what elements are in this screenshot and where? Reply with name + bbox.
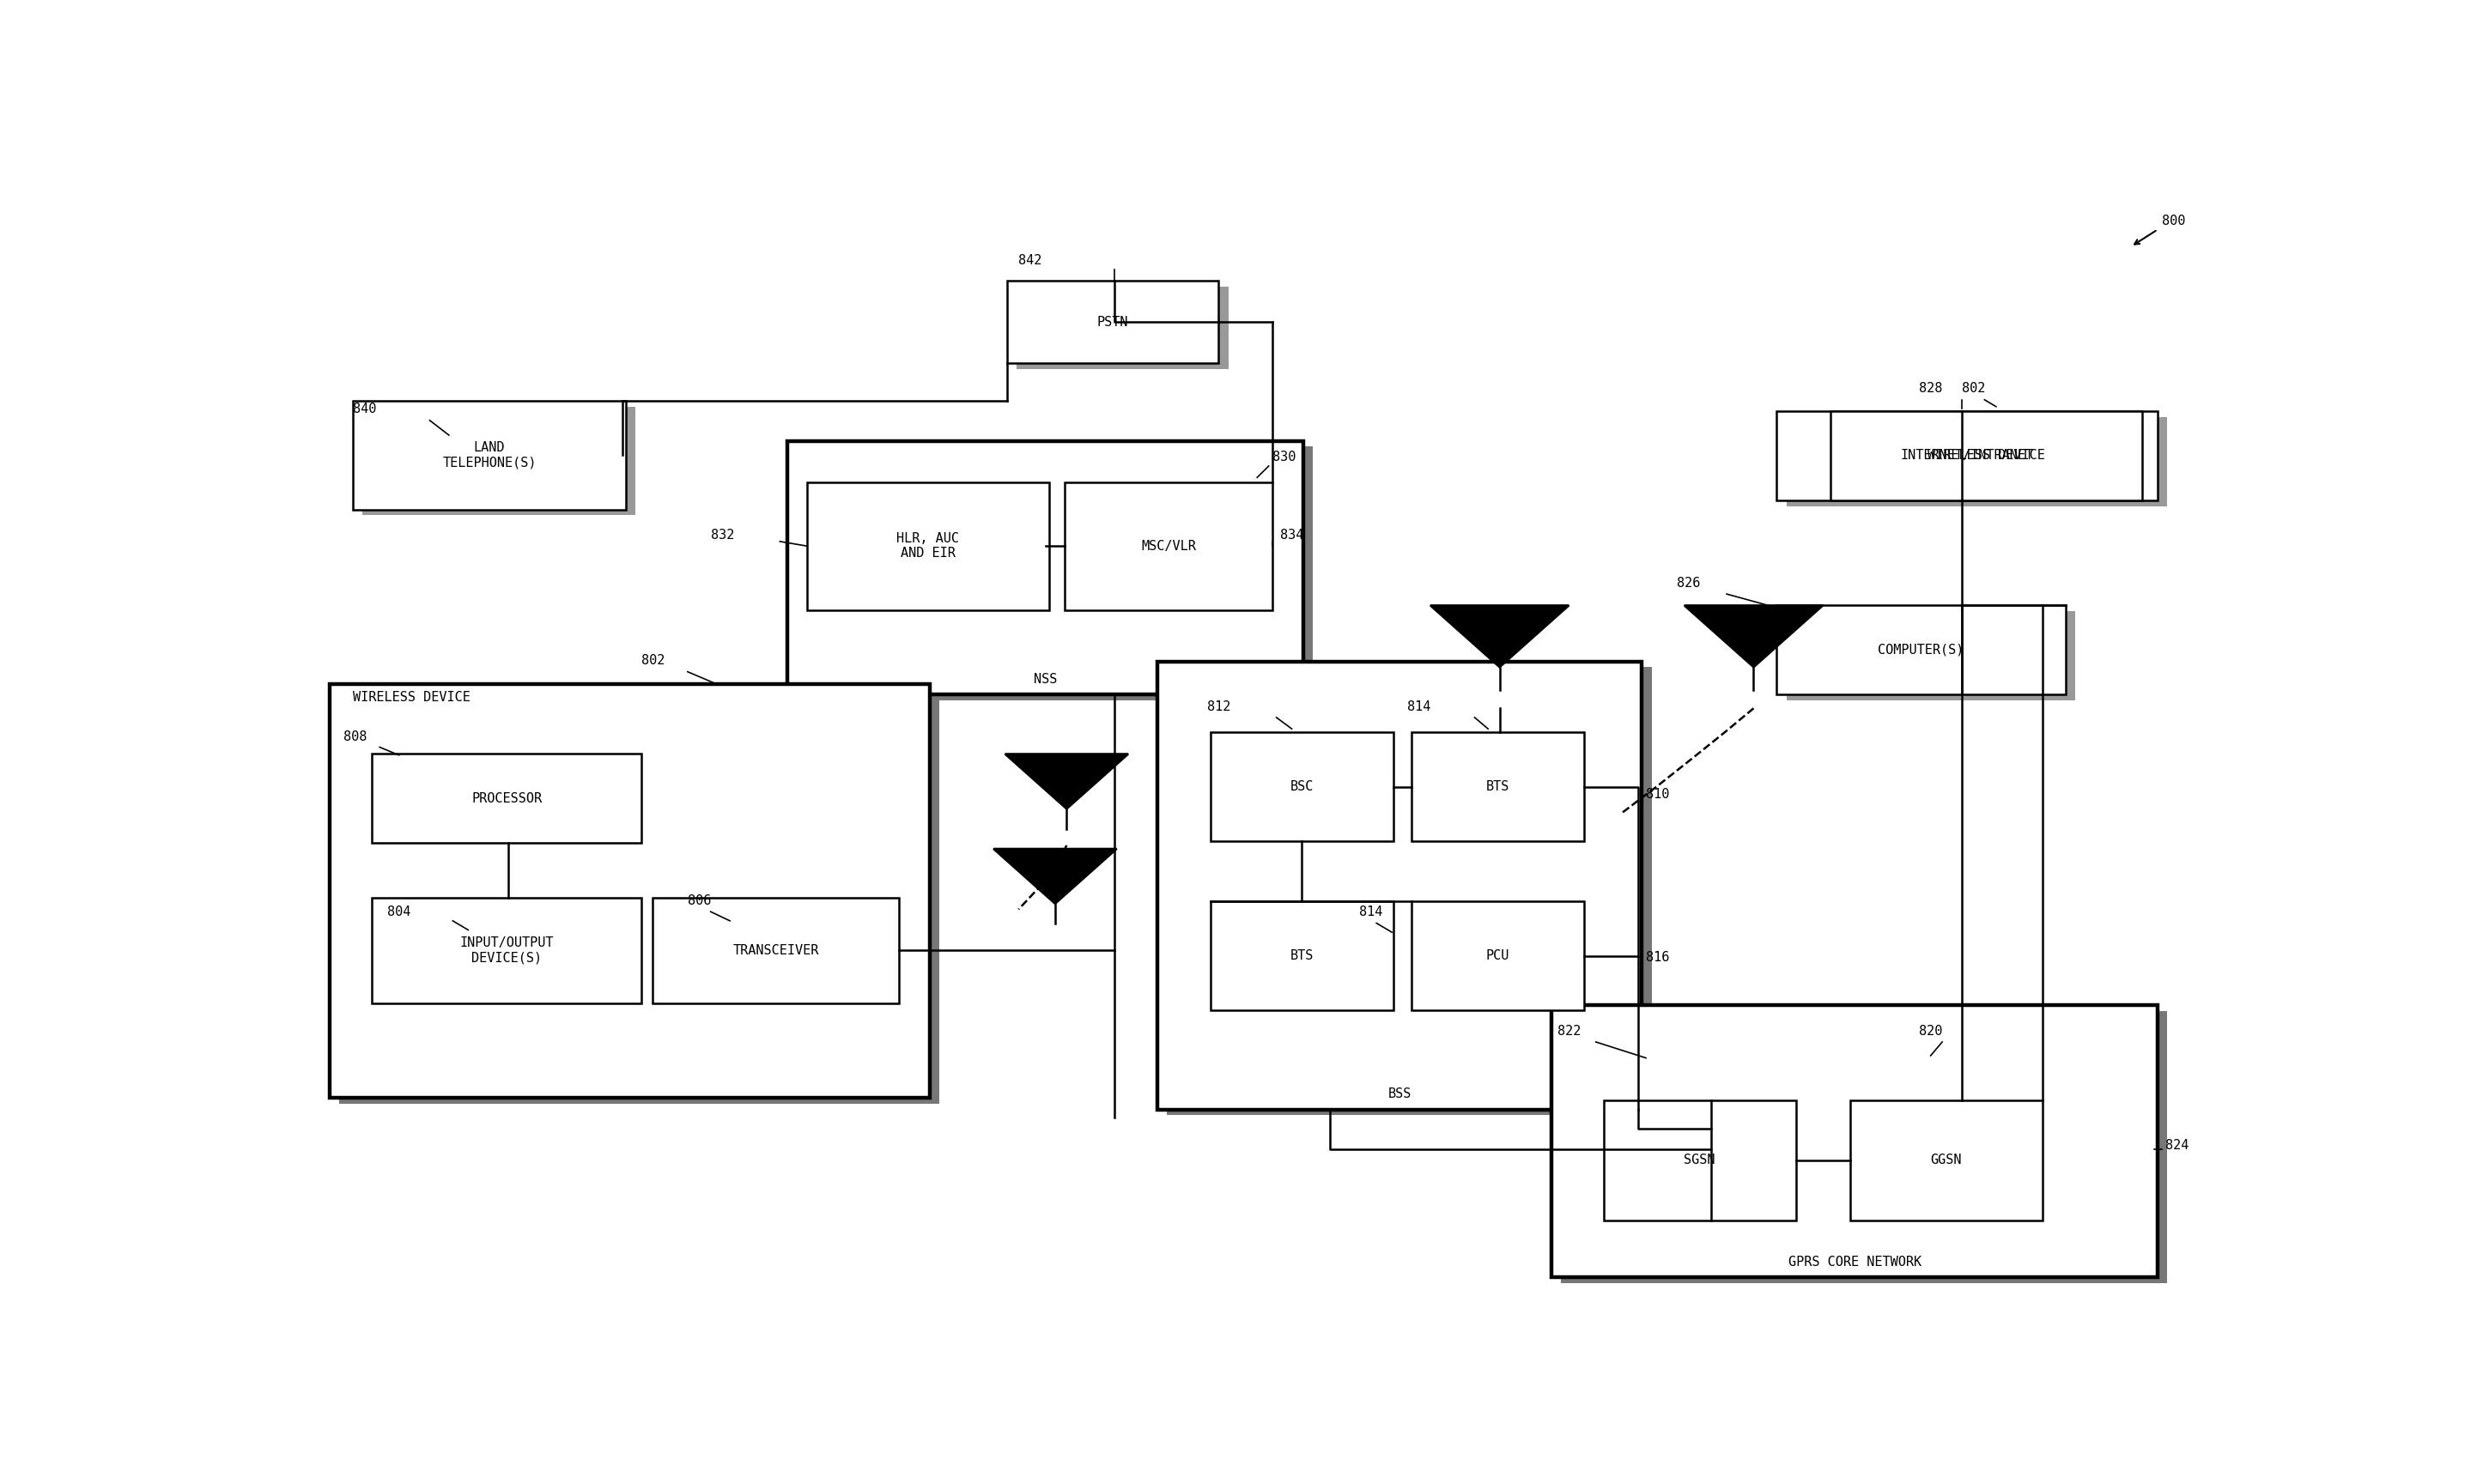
Polygon shape: [1683, 605, 1823, 668]
Bar: [1830, 411, 2143, 500]
Text: 802: 802: [641, 654, 665, 668]
Bar: [1222, 907, 1403, 1015]
Bar: [807, 482, 1050, 610]
Bar: [1167, 668, 1651, 1114]
Text: PROCESSOR: PROCESSOR: [472, 792, 541, 804]
Bar: [382, 904, 651, 1009]
Text: 800: 800: [2163, 214, 2185, 227]
Text: 840: 840: [353, 402, 377, 416]
Text: 816: 816: [1646, 951, 1669, 965]
Bar: [1016, 286, 1229, 370]
Bar: [340, 690, 939, 1104]
Text: INTERNET/INTRANET: INTERNET/INTRANET: [1899, 450, 2034, 462]
Text: 842: 842: [1018, 254, 1043, 267]
Bar: [1860, 1106, 2051, 1226]
Text: 814: 814: [1408, 700, 1430, 712]
Polygon shape: [993, 849, 1117, 904]
Text: 802: 802: [1962, 383, 1984, 395]
Bar: [1420, 738, 1594, 846]
Bar: [1212, 732, 1393, 841]
Text: BSS: BSS: [1388, 1088, 1410, 1100]
Text: INPUT/OUTPUT
DEVICE(S): INPUT/OUTPUT DEVICE(S): [459, 936, 554, 965]
Bar: [1604, 1100, 1795, 1220]
Bar: [1075, 488, 1281, 616]
Bar: [363, 407, 636, 515]
Text: GPRS CORE NETWORK: GPRS CORE NETWORK: [1788, 1255, 1922, 1269]
Bar: [1840, 417, 2153, 506]
Text: 828: 828: [1919, 383, 1942, 395]
Text: TRANSCEIVER: TRANSCEIVER: [732, 944, 819, 957]
Text: COMPUTER(S): COMPUTER(S): [1877, 644, 1964, 656]
Bar: [1614, 1106, 1805, 1226]
Text: 812: 812: [1207, 700, 1232, 712]
Bar: [817, 488, 1058, 616]
Text: 814: 814: [1358, 905, 1383, 919]
Text: 834: 834: [1281, 528, 1304, 542]
Polygon shape: [1006, 754, 1127, 809]
Text: LAND
TELEPHONE(S): LAND TELEPHONE(S): [442, 441, 536, 469]
Bar: [1410, 901, 1584, 1011]
Bar: [1785, 417, 2168, 506]
Text: 824: 824: [2165, 1138, 2190, 1152]
Bar: [1008, 280, 1219, 364]
Polygon shape: [1430, 605, 1569, 668]
Text: 822: 822: [1557, 1024, 1582, 1037]
Text: WIRELESS DEVICE: WIRELESS DEVICE: [353, 692, 469, 703]
Bar: [330, 684, 931, 1098]
Text: 810: 810: [1646, 788, 1669, 801]
Text: 832: 832: [710, 528, 735, 542]
Bar: [353, 401, 626, 509]
Bar: [1562, 1011, 2168, 1284]
Bar: [663, 904, 909, 1009]
Bar: [1212, 901, 1393, 1011]
Bar: [1420, 907, 1594, 1015]
Text: 820: 820: [1919, 1024, 1942, 1037]
Text: MSC/VLR: MSC/VLR: [1142, 540, 1197, 552]
Text: 804: 804: [387, 905, 410, 919]
Text: NSS: NSS: [1033, 672, 1058, 686]
Bar: [372, 754, 641, 843]
Bar: [1222, 738, 1403, 846]
Bar: [1065, 482, 1274, 610]
Text: BTS: BTS: [1291, 950, 1314, 962]
Text: BSC: BSC: [1291, 781, 1314, 792]
Bar: [1410, 732, 1584, 841]
Bar: [1778, 411, 2158, 500]
Bar: [787, 441, 1304, 695]
Text: 808: 808: [343, 730, 367, 743]
Bar: [1778, 605, 2066, 695]
Text: 830: 830: [1274, 451, 1296, 463]
Bar: [382, 760, 651, 849]
Bar: [372, 898, 641, 1003]
Text: 806: 806: [688, 895, 710, 907]
Text: SGSN: SGSN: [1683, 1153, 1716, 1166]
Bar: [1785, 611, 2076, 700]
Bar: [653, 898, 899, 1003]
Bar: [1552, 1005, 2158, 1278]
Bar: [797, 447, 1314, 700]
Text: BTS: BTS: [1485, 781, 1510, 792]
Text: PCU: PCU: [1485, 950, 1510, 962]
Text: WIRELESS DEVICE: WIRELESS DEVICE: [1927, 450, 2046, 462]
Text: PSTN: PSTN: [1097, 316, 1127, 328]
Text: GGSN: GGSN: [1929, 1153, 1962, 1166]
Text: 826: 826: [1676, 577, 1701, 589]
Bar: [1157, 662, 1641, 1110]
Text: HLR, AUC
AND EIR: HLR, AUC AND EIR: [896, 533, 958, 559]
Bar: [1850, 1100, 2044, 1220]
